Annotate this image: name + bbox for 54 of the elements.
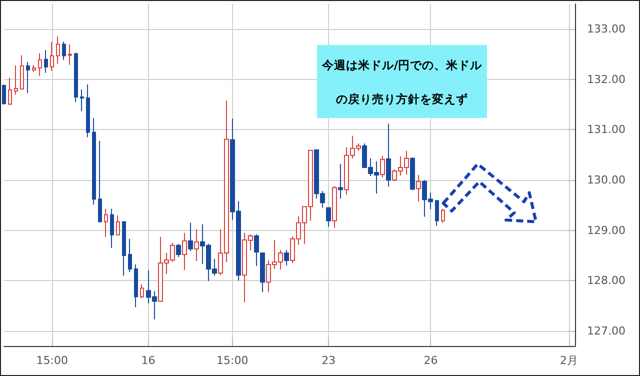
candlestick <box>326 207 331 228</box>
candlestick <box>32 64 36 72</box>
candlestick <box>140 284 144 299</box>
candlestick <box>182 232 187 271</box>
candlestick <box>122 221 126 276</box>
y-tick-label: 132.00 <box>587 72 626 86</box>
candlestick <box>98 140 102 222</box>
text: 今週は米ドル/円での、米ドルの戻り売り方針を変えず <box>322 58 482 106</box>
candlestick <box>20 54 24 90</box>
candlestick <box>26 61 30 94</box>
candlestick <box>188 222 193 252</box>
x-tick-label: 2月 <box>560 354 578 367</box>
candlestick <box>254 234 259 267</box>
candlestick <box>380 155 385 178</box>
y-tick-label: 129.00 <box>587 224 626 237</box>
candlestick <box>86 84 90 138</box>
y-tick-label: 128.00 <box>587 274 626 288</box>
candlestick <box>128 238 132 273</box>
candlestick <box>62 41 66 60</box>
candlestick <box>110 208 114 248</box>
x-tick-label: 23 <box>322 354 336 367</box>
candlestick <box>38 52 42 76</box>
candlestick <box>80 89 84 112</box>
candlestick <box>50 41 54 72</box>
y-tick-label: 130.00 <box>587 174 626 187</box>
x-tick-label: 16 <box>141 354 156 367</box>
candlestick <box>68 44 72 66</box>
candlestick <box>284 249 289 266</box>
candlestick <box>44 50 48 74</box>
candlestick <box>176 243 181 258</box>
candlestick <box>14 64 18 96</box>
candlestick <box>338 163 343 200</box>
candlestick <box>104 208 108 238</box>
y-tick-label: 133.00 <box>587 22 626 36</box>
candlestick <box>194 228 199 262</box>
y-tick-label: 127.00 <box>587 324 626 338</box>
candlestick <box>260 252 265 293</box>
candlestick <box>74 52 78 103</box>
candlestick <box>386 123 391 188</box>
x-tick-label: 15:00 <box>36 354 68 367</box>
y-tick-label: 131.00 <box>587 123 626 136</box>
candlestick <box>92 118 96 206</box>
candlestick <box>8 77 12 106</box>
candlestick <box>332 186 337 228</box>
candlestick <box>2 84 6 106</box>
candlestick <box>410 156 415 191</box>
candlestick <box>134 264 138 308</box>
candlestick <box>435 200 439 226</box>
x-tick-label: 15:00 <box>216 354 248 367</box>
candlestick <box>441 208 445 224</box>
candlestick <box>56 36 60 64</box>
x-tick-label: 26 <box>424 354 438 367</box>
candlestick <box>416 174 421 202</box>
candlestick <box>116 214 120 236</box>
